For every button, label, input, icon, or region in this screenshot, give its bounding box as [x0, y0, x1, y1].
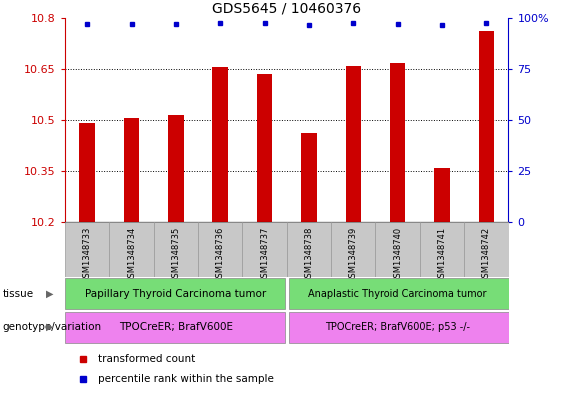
Text: Papillary Thyroid Carcinoma tumor: Papillary Thyroid Carcinoma tumor: [85, 289, 267, 299]
Bar: [65, 312, 285, 343]
Bar: [65, 278, 285, 309]
Bar: [80, 123, 95, 222]
Bar: [390, 62, 405, 222]
Text: transformed count: transformed count: [98, 354, 195, 364]
Bar: [212, 67, 228, 222]
Text: GSM1348733: GSM1348733: [82, 226, 92, 283]
Text: GSM1348739: GSM1348739: [349, 226, 358, 283]
Bar: [242, 222, 287, 277]
Bar: [65, 222, 110, 277]
Bar: [331, 222, 376, 277]
Bar: [198, 222, 242, 277]
Text: percentile rank within the sample: percentile rank within the sample: [98, 374, 274, 384]
Bar: [434, 167, 450, 222]
Bar: [257, 74, 272, 222]
Bar: [464, 222, 508, 277]
Bar: [479, 31, 494, 222]
Bar: [375, 222, 420, 277]
Text: GSM1348735: GSM1348735: [171, 226, 180, 283]
Text: GSM1348737: GSM1348737: [260, 226, 269, 283]
Bar: [124, 118, 139, 222]
Bar: [420, 222, 464, 277]
Text: Anaplastic Thyroid Carcinoma tumor: Anaplastic Thyroid Carcinoma tumor: [308, 289, 487, 299]
Text: GSM1348736: GSM1348736: [216, 226, 225, 283]
Bar: [110, 222, 154, 277]
Text: GSM1348742: GSM1348742: [482, 226, 491, 283]
Text: TPOCreER; BrafV600E; p53 -/-: TPOCreER; BrafV600E; p53 -/-: [325, 322, 470, 332]
Text: GSM1348734: GSM1348734: [127, 226, 136, 283]
Text: ▶: ▶: [46, 322, 54, 332]
Bar: [289, 278, 508, 309]
Bar: [301, 133, 316, 222]
Text: tissue: tissue: [3, 289, 34, 299]
Bar: [168, 115, 184, 222]
Text: GSM1348738: GSM1348738: [305, 226, 314, 283]
Text: genotype/variation: genotype/variation: [3, 322, 102, 332]
Title: GDS5645 / 10460376: GDS5645 / 10460376: [212, 1, 361, 15]
Text: ▶: ▶: [46, 289, 54, 299]
Bar: [287, 222, 331, 277]
Text: GSM1348741: GSM1348741: [437, 226, 446, 283]
Bar: [154, 222, 198, 277]
Text: TPOCreER; BrafV600E: TPOCreER; BrafV600E: [119, 322, 233, 332]
Bar: [346, 66, 361, 222]
Text: GSM1348740: GSM1348740: [393, 226, 402, 283]
Bar: [289, 312, 508, 343]
